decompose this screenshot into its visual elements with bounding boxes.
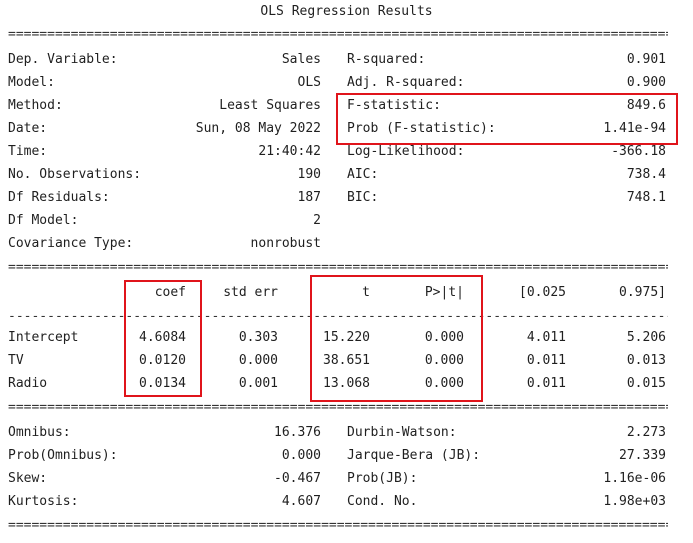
cell-p-value: 0.000 xyxy=(424,330,464,345)
value-covariance-type: nonrobust xyxy=(250,236,321,251)
value-durbin-watson: 2.273 xyxy=(626,425,666,440)
label-skew: Skew: xyxy=(8,471,48,486)
label-f-statistic: F-statistic: xyxy=(347,98,441,113)
value-prob-f-statistic: 1.41e-94 xyxy=(603,121,666,136)
label-prob-f-statistic: Prob (F-statistic): xyxy=(347,121,496,136)
value-model: OLS xyxy=(297,75,321,90)
label-df-model: Df Model: xyxy=(8,213,79,228)
label-prob-omnibus: Prob(Omnibus): xyxy=(8,448,118,463)
label-log-likelihood: Log-Likelihood: xyxy=(347,144,465,159)
highlight-box-t-pvalue xyxy=(310,275,483,402)
cell-ci-upper: 5.206 xyxy=(626,330,666,345)
value-jarque-bera: 27.339 xyxy=(619,448,666,463)
cell-t: 13.068 xyxy=(323,376,370,391)
cell-ci-lower: 0.011 xyxy=(526,353,566,368)
row-name: Intercept xyxy=(8,330,79,345)
value-date: Sun, 08 May 2022 xyxy=(195,121,321,136)
single-rule-table: ----------------------------------------… xyxy=(8,309,668,324)
cell-std-err: 0.000 xyxy=(238,353,278,368)
cell-t: 38.651 xyxy=(323,353,370,368)
label-covariance-type: Covariance Type: xyxy=(8,236,134,251)
label-omnibus: Omnibus: xyxy=(8,425,71,440)
cell-coef: 4.6084 xyxy=(139,330,186,345)
label-df-residuals: Df Residuals: xyxy=(8,190,110,205)
double-rule-mid: ========================================… xyxy=(8,260,668,275)
highlight-box-f-statistic xyxy=(336,93,678,145)
label-prob-jb: Prob(JB): xyxy=(347,471,418,486)
value-f-statistic: 849.6 xyxy=(626,98,666,113)
value-bic: 748.1 xyxy=(626,190,666,205)
cell-p-value: 0.000 xyxy=(424,376,464,391)
cell-coef: 0.0134 xyxy=(139,376,186,391)
value-aic: 738.4 xyxy=(626,167,666,182)
header-std-err: std err xyxy=(223,285,278,300)
label-dep-variable: Dep. Variable: xyxy=(8,52,118,67)
value-df-model: 2 xyxy=(313,213,321,228)
cell-p-value: 0.000 xyxy=(424,353,464,368)
header-ci-upper: 0.975] xyxy=(619,285,666,300)
cell-std-err: 0.303 xyxy=(238,330,278,345)
value-omnibus: 16.376 xyxy=(274,425,321,440)
label-method: Method: xyxy=(8,98,63,113)
cell-std-err: 0.001 xyxy=(238,376,278,391)
value-method: Least Squares xyxy=(219,98,321,113)
cell-t: 15.220 xyxy=(323,330,370,345)
double-rule-bottom: ========================================… xyxy=(8,518,668,533)
value-no-observations: 190 xyxy=(297,167,321,182)
label-aic: AIC: xyxy=(347,167,379,182)
value-prob-jb: 1.16e-06 xyxy=(603,471,666,486)
row-name: TV xyxy=(8,353,24,368)
label-time: Time: xyxy=(8,144,48,159)
label-durbin-watson: Durbin-Watson: xyxy=(347,425,457,440)
value-r-squared: 0.901 xyxy=(626,52,666,67)
report-title: OLS Regression Results xyxy=(260,4,433,19)
label-model: Model: xyxy=(8,75,55,90)
label-kurtosis: Kurtosis: xyxy=(8,494,79,509)
cell-ci-lower: 0.011 xyxy=(526,376,566,391)
value-prob-omnibus: 0.000 xyxy=(281,448,321,463)
value-dep-variable: Sales xyxy=(281,52,321,67)
cell-ci-lower: 4.011 xyxy=(526,330,566,345)
cell-ci-upper: 0.013 xyxy=(626,353,666,368)
header-ci-lower: [0.025 xyxy=(519,285,566,300)
value-df-residuals: 187 xyxy=(297,190,321,205)
header-p-value: P>|t| xyxy=(424,285,464,300)
label-r-squared: R-squared: xyxy=(347,52,426,67)
header-t: t xyxy=(362,285,370,300)
header-coef: coef xyxy=(154,285,186,300)
double-rule-lower: ========================================… xyxy=(8,400,668,415)
double-rule-top: ========================================… xyxy=(8,27,668,42)
label-date: Date: xyxy=(8,121,48,136)
row-name: Radio xyxy=(8,376,48,391)
value-log-likelihood: -366.18 xyxy=(611,144,666,159)
label-cond-no: Cond. No. xyxy=(347,494,418,509)
value-kurtosis: 4.607 xyxy=(281,494,321,509)
value-cond-no: 1.98e+03 xyxy=(603,494,666,509)
label-no-observations: No. Observations: xyxy=(8,167,142,182)
label-adj-r-squared: Adj. R-squared: xyxy=(347,75,465,90)
value-adj-r-squared: 0.900 xyxy=(626,75,666,90)
highlight-box-coef xyxy=(124,280,202,397)
cell-coef: 0.0120 xyxy=(139,353,186,368)
label-jarque-bera: Jarque-Bera (JB): xyxy=(347,448,481,463)
value-time: 21:40:42 xyxy=(258,144,321,159)
value-skew: -0.467 xyxy=(274,471,321,486)
cell-ci-upper: 0.015 xyxy=(626,376,666,391)
label-bic: BIC: xyxy=(347,190,379,205)
